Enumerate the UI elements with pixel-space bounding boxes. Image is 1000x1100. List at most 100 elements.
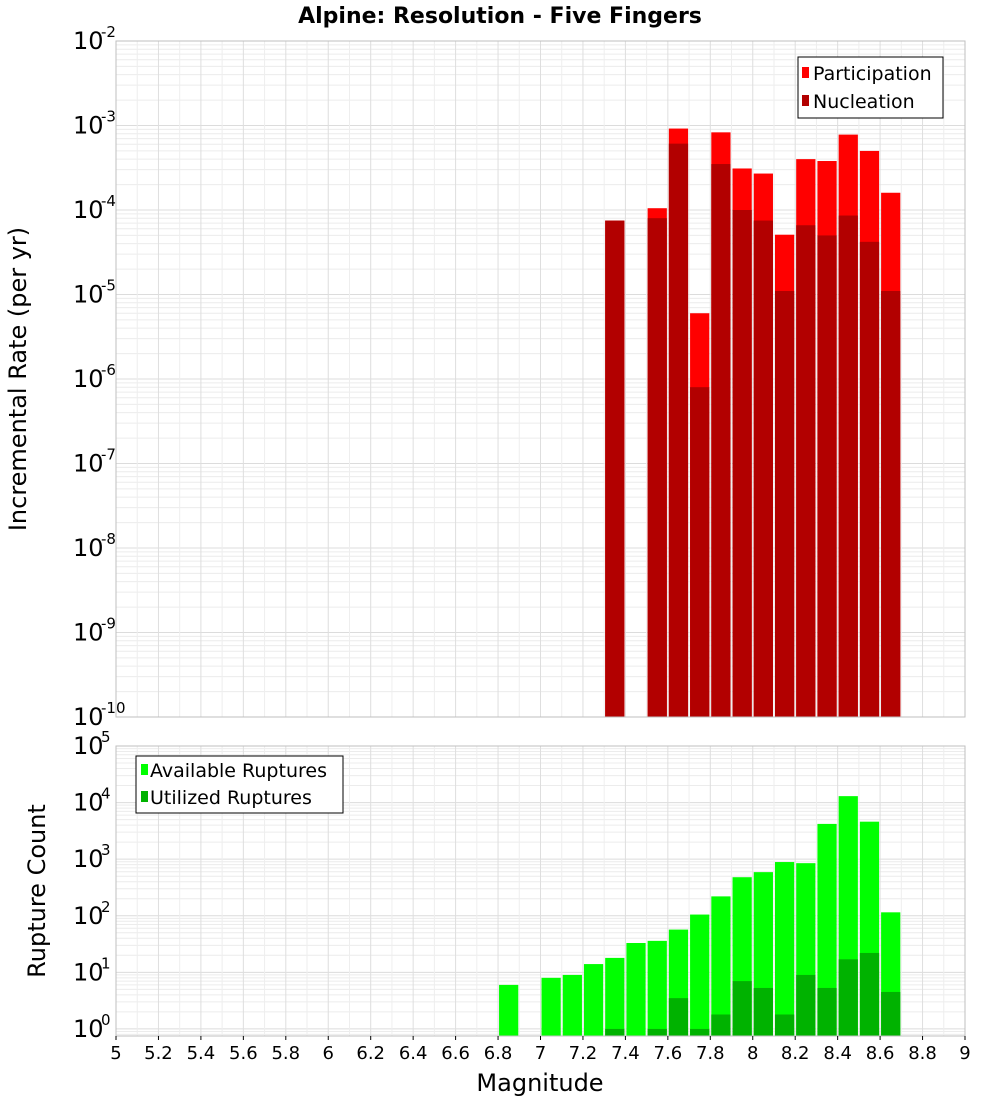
bar-nucleation bbox=[605, 220, 625, 718]
tick-exponent: -7 bbox=[101, 446, 116, 464]
bar-utilized-ruptures bbox=[859, 952, 880, 1036]
bar-utilized-ruptures bbox=[732, 981, 752, 1036]
rate-y-tick-label: 10-4 bbox=[73, 192, 116, 224]
bar-nucleation bbox=[690, 387, 710, 717]
tick-base: 10 bbox=[73, 27, 104, 55]
bar-nucleation bbox=[647, 218, 667, 717]
tick-exponent: 5 bbox=[101, 728, 111, 746]
bar-available-ruptures bbox=[562, 974, 582, 1036]
x-tick-label: 6.4 bbox=[399, 1043, 428, 1064]
legend-label-participation: Participation bbox=[813, 63, 932, 85]
count-y-tick-label: 103 bbox=[73, 841, 111, 873]
tick-base: 10 bbox=[73, 732, 104, 760]
x-tick-label: 8.2 bbox=[781, 1043, 810, 1064]
rate-y-tick-label: 10-7 bbox=[73, 446, 116, 478]
bar-nucleation bbox=[881, 291, 901, 717]
bar-available-ruptures bbox=[711, 896, 731, 1036]
bar-nucleation bbox=[732, 210, 752, 717]
x-tick-label: 8.8 bbox=[908, 1043, 937, 1064]
legend-swatch-available-ruptures bbox=[141, 764, 148, 775]
tick-base: 10 bbox=[73, 619, 104, 647]
tick-exponent: -3 bbox=[101, 108, 116, 126]
bar-utilized-ruptures bbox=[753, 987, 773, 1036]
x-tick-label: 8.4 bbox=[823, 1043, 852, 1064]
rate-y-tick-label: 10-10 bbox=[73, 699, 126, 731]
x-tick-label: 6.2 bbox=[356, 1043, 385, 1064]
tick-base: 10 bbox=[73, 281, 104, 309]
bar-available-ruptures bbox=[774, 862, 795, 1036]
x-tick-label: 6.8 bbox=[484, 1043, 513, 1064]
x-tick-label: 7.2 bbox=[569, 1043, 598, 1064]
tick-base: 10 bbox=[73, 958, 104, 986]
tick-base: 10 bbox=[73, 196, 104, 224]
legend-swatch-participation bbox=[802, 67, 809, 78]
legend-swatch-nucleation bbox=[802, 95, 809, 106]
rate-bars bbox=[605, 128, 901, 718]
chart-title: Alpine: Resolution - Five Fingers bbox=[298, 4, 702, 29]
bar-nucleation bbox=[859, 241, 880, 717]
bar-utilized-ruptures bbox=[690, 1028, 710, 1036]
count-y-tick-label: 102 bbox=[73, 898, 111, 930]
rate-y-tick-label: 10-9 bbox=[73, 615, 116, 647]
tick-base: 10 bbox=[73, 902, 104, 930]
rate-legend-box bbox=[797, 56, 944, 119]
bar-nucleation bbox=[838, 215, 858, 717]
legend-label-nucleation: Nucleation bbox=[813, 91, 915, 113]
tick-exponent: -5 bbox=[101, 277, 116, 295]
x-tick-label: 7.4 bbox=[611, 1043, 640, 1064]
bar-utilized-ruptures bbox=[796, 974, 816, 1036]
count-y-tick-label: 105 bbox=[73, 728, 111, 760]
x-tick-label: 6 bbox=[323, 1043, 334, 1064]
bar-utilized-ruptures bbox=[605, 1028, 625, 1036]
tick-exponent: -2 bbox=[101, 23, 116, 41]
x-tick-label: 7.8 bbox=[696, 1043, 725, 1064]
count-y-axis-label: Rupture Count bbox=[23, 804, 51, 978]
tick-exponent: 2 bbox=[101, 898, 111, 916]
bar-available-ruptures bbox=[626, 943, 646, 1036]
x-tick-label: 5 bbox=[110, 1043, 121, 1064]
x-tick-label: 8 bbox=[747, 1043, 758, 1064]
bar-utilized-ruptures bbox=[881, 991, 901, 1036]
count-y-tick-label: 100 bbox=[73, 1011, 111, 1043]
tick-exponent: -4 bbox=[101, 192, 116, 210]
tick-exponent: 1 bbox=[101, 954, 111, 972]
x-tick-label: 7.6 bbox=[654, 1043, 683, 1064]
rate-y-tick-label: 10-6 bbox=[73, 361, 116, 393]
x-axis-ticks: 5 5.2 5.4 5.6 5.8 6 6.2 6.4 6.6 6.8 7 7.2 7.4 7.6 7.8 8… bbox=[110, 1036, 971, 1064]
tick-base: 10 bbox=[73, 1015, 104, 1043]
legend-swatch-utilized-ruptures bbox=[141, 791, 148, 802]
count-y-tick-label: 101 bbox=[73, 954, 111, 986]
bar-nucleation bbox=[796, 225, 816, 717]
legend-label-available-ruptures: Available Ruptures bbox=[150, 760, 327, 782]
bar-available-ruptures bbox=[583, 964, 604, 1036]
tick-base: 10 bbox=[73, 365, 104, 393]
tick-base: 10 bbox=[73, 789, 104, 817]
x-tick-label: 6.6 bbox=[441, 1043, 470, 1064]
tick-base: 10 bbox=[73, 534, 104, 562]
rate-y-tick-label: 10-5 bbox=[73, 277, 116, 309]
rate-y-tick-label: 10-3 bbox=[73, 108, 116, 140]
rate-y-tick-label: 10-2 bbox=[73, 23, 116, 55]
bar-available-ruptures bbox=[817, 823, 837, 1036]
bar-available-ruptures bbox=[647, 940, 667, 1036]
tick-base: 10 bbox=[73, 450, 104, 478]
x-tick-label: 5.4 bbox=[187, 1043, 216, 1064]
bar-available-ruptures bbox=[605, 957, 625, 1036]
tick-exponent: -8 bbox=[101, 530, 116, 548]
x-tick-label: 8.6 bbox=[866, 1043, 895, 1064]
x-tick-label: 7 bbox=[535, 1043, 546, 1064]
bar-available-ruptures bbox=[499, 984, 519, 1036]
tick-base: 10 bbox=[73, 845, 104, 873]
tick-exponent: 0 bbox=[101, 1011, 111, 1029]
tick-exponent: -6 bbox=[101, 361, 116, 379]
bar-available-ruptures bbox=[690, 914, 710, 1036]
tick-exponent: -9 bbox=[101, 615, 116, 633]
bar-utilized-ruptures bbox=[647, 1028, 667, 1036]
tick-exponent: 3 bbox=[101, 841, 111, 859]
bar-nucleation bbox=[711, 164, 731, 717]
